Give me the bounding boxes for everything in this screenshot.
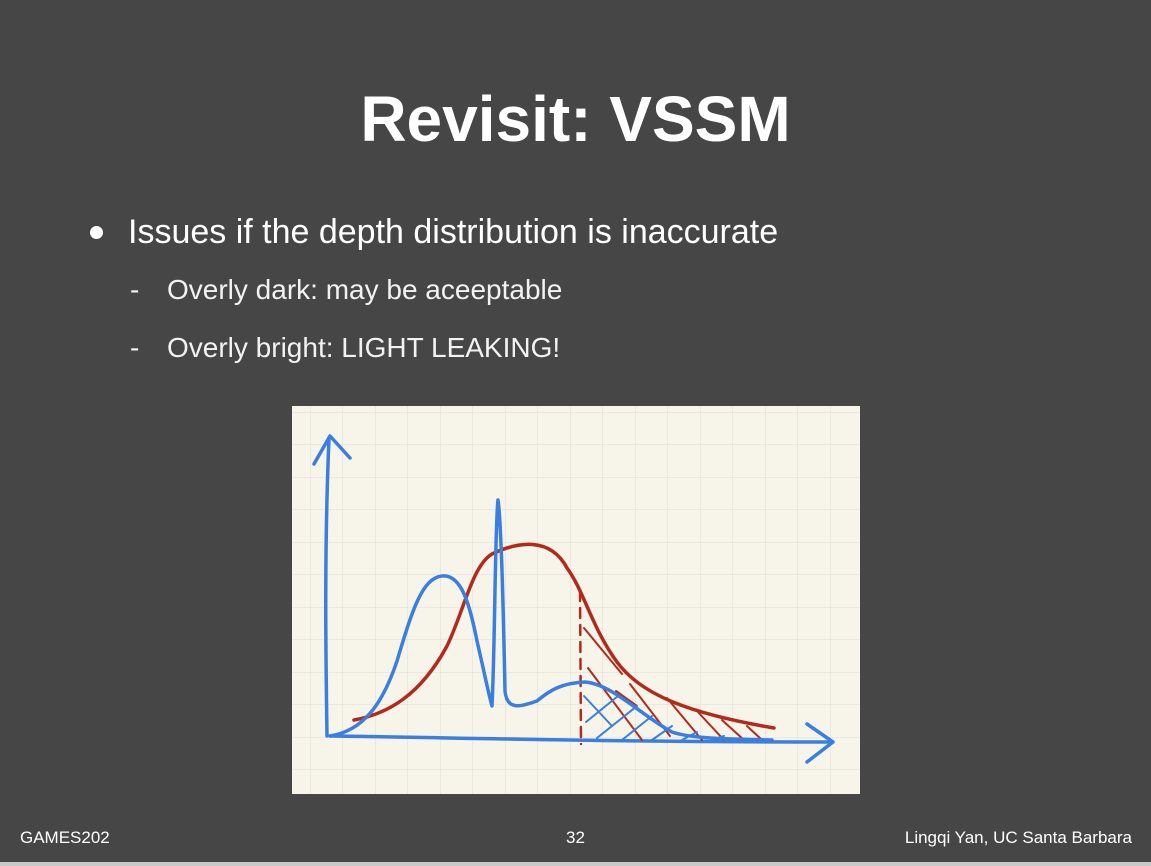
bullet-list: Issues if the depth distribution is inac… [90, 210, 1090, 368]
footer-course-label: GAMES202 [20, 828, 110, 847]
sketch-svg [292, 406, 860, 794]
footer-author: Lingqi Yan, UC Santa Barbara [904, 828, 1132, 847]
sub-bullet-text: Overly bright: LIGHT LEAKING! [167, 332, 561, 363]
red-hatching [583, 627, 763, 741]
axes [312, 434, 835, 764]
window-bottom-edge [0, 862, 1151, 866]
sub-bullet-item: - Overly dark: may be aceeptable [90, 270, 1090, 310]
x-axis-line [328, 734, 834, 744]
sub-bullet-marker: - [130, 274, 140, 305]
paper-grid [292, 406, 860, 794]
bullet-item: Issues if the depth distribution is inac… [90, 210, 1090, 254]
blue-hatching [583, 695, 725, 741]
y-axis-line [324, 436, 331, 738]
sub-bullet-text: Overly dark: may be aceeptable [167, 274, 563, 305]
blue-actual-distribution [328, 498, 774, 742]
red-curve [352, 542, 776, 730]
depth-distribution-sketch [292, 406, 860, 794]
slide-title: Revisit: VSSM [360, 83, 791, 155]
sub-bullet-item: - Overly bright: LIGHT LEAKING! [90, 328, 1090, 368]
bullet-text: Issues if the depth distribution is inac… [128, 213, 779, 251]
x-axis-arrow-icon [805, 722, 835, 764]
sub-bullet-marker: - [130, 332, 140, 363]
blue-curve [328, 498, 774, 742]
red-dashed-threshold [578, 589, 583, 746]
y-axis-arrow-icon [312, 434, 352, 466]
footer-page-number: 32 [566, 828, 585, 847]
bullet-dot-icon [90, 226, 103, 239]
red-estimated-distribution [352, 542, 776, 746]
